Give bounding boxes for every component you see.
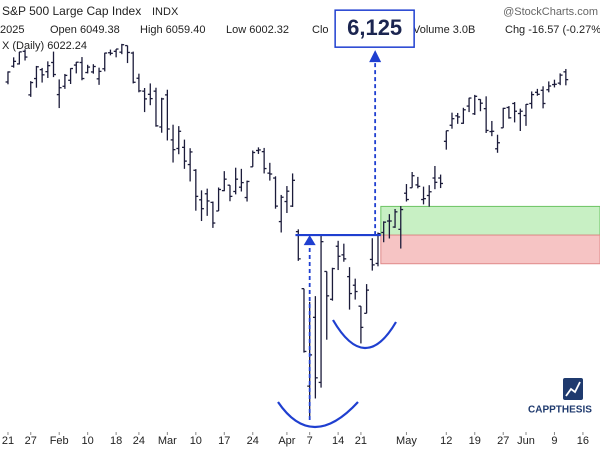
target-label: 6,125 bbox=[347, 15, 402, 40]
logo-icon bbox=[563, 378, 583, 400]
target-arrow-head bbox=[369, 50, 382, 63]
x-tick-label: 24 bbox=[247, 435, 259, 447]
x-tick-label: 9 bbox=[551, 435, 557, 447]
x-tick-label: May bbox=[396, 435, 417, 447]
zone bbox=[380, 205, 600, 236]
exchange: INDX bbox=[152, 6, 179, 18]
curve bbox=[332, 319, 397, 349]
x-tick-label: 21 bbox=[2, 435, 14, 447]
header-item: 2025 bbox=[0, 24, 24, 36]
x-tick-label: 27 bbox=[25, 435, 37, 447]
header-item: Volume 3.0B bbox=[413, 24, 475, 36]
header-item: Clo bbox=[312, 24, 329, 36]
x-axis: 21 27 Feb 10 18 24 Mar 10 17 24 Apr 7 14 21 May 12 19 27 J… bbox=[2, 432, 589, 447]
x-tick-label: 7 bbox=[307, 435, 313, 447]
price-bars bbox=[5, 43, 569, 420]
x-tick-label: Jun bbox=[517, 435, 535, 447]
x-tick-label: 24 bbox=[133, 435, 145, 447]
header-item: Open 6049.38 bbox=[50, 24, 120, 36]
x-tick-label: 21 bbox=[355, 435, 367, 447]
watermark: @StockCharts.com bbox=[503, 6, 598, 18]
x-tick-label: 12 bbox=[440, 435, 452, 447]
header: 2025 Open 6049.38 High 6059.40 Low 6002.32 C… bbox=[0, 24, 600, 36]
smile-curves bbox=[277, 319, 397, 428]
x-tick-label: 19 bbox=[469, 435, 481, 447]
chart-title: S&P 500 Large Cap Index bbox=[2, 4, 141, 18]
x-tick-label: 18 bbox=[110, 435, 122, 447]
annotations: 6,125 bbox=[295, 9, 415, 420]
x-tick-label: Apr bbox=[278, 435, 295, 447]
x-tick-label: 16 bbox=[577, 435, 589, 447]
low-arrow-head bbox=[303, 235, 316, 246]
legend-label: X (Daily) 6022.24 bbox=[2, 40, 87, 52]
x-tick-label: 14 bbox=[332, 435, 344, 447]
x-tick-label: 27 bbox=[497, 435, 509, 447]
x-tick-label: 10 bbox=[190, 435, 202, 447]
logo: CAPPTHESIS bbox=[528, 378, 592, 416]
zone bbox=[380, 234, 600, 265]
curve bbox=[277, 401, 359, 428]
zones bbox=[380, 205, 600, 265]
logo-text: CAPPTHESIS bbox=[528, 405, 592, 416]
header-item: Chg -16.57 (-0.27% bbox=[505, 24, 600, 36]
header-item: High 6059.40 bbox=[140, 24, 205, 36]
target-box bbox=[334, 9, 415, 48]
x-tick-label: 17 bbox=[218, 435, 230, 447]
x-tick-label: Mar bbox=[158, 435, 177, 447]
x-tick-label: Feb bbox=[50, 435, 69, 447]
logo-icon-line bbox=[565, 381, 581, 397]
x-tick-label: 10 bbox=[82, 435, 94, 447]
header-item: Low 6002.32 bbox=[226, 24, 289, 36]
